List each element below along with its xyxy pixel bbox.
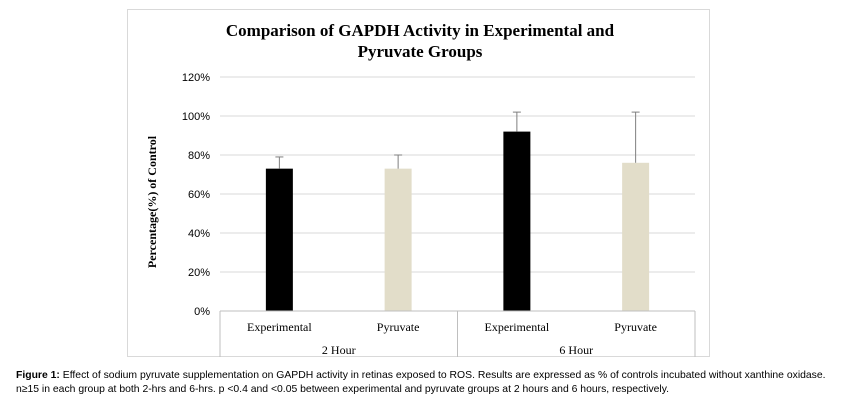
x-category-label: Pyruvate bbox=[377, 320, 420, 334]
y-tick-label: 100% bbox=[182, 111, 210, 123]
x-category-label: Pyruvate bbox=[614, 320, 657, 334]
caption-text: Effect of sodium pyruvate supplementatio… bbox=[16, 370, 826, 395]
x-group-label: 6 Hour bbox=[559, 343, 593, 357]
x-category-label: Experimental bbox=[247, 320, 312, 334]
bar-3 bbox=[622, 162, 650, 311]
x-category-label: Experimental bbox=[485, 320, 550, 334]
gapdh-bar-chart: Comparison of GAPDH Activity in Experime… bbox=[145, 21, 696, 357]
error-bar-2 bbox=[512, 111, 521, 132]
y-tick-label: 0% bbox=[194, 306, 210, 318]
x-category-labels: Experimental Pyruvate Experimental Pyruvate… bbox=[247, 320, 657, 357]
y-tick-label: 60% bbox=[188, 189, 210, 201]
error-bar-3 bbox=[631, 111, 640, 163]
error-bar-0 bbox=[275, 156, 284, 169]
bar-0 bbox=[265, 168, 293, 311]
error-bar-1 bbox=[394, 154, 403, 169]
y-tick-label: 120% bbox=[182, 72, 210, 84]
x-axis bbox=[219, 310, 696, 357]
chart-frame: Comparison of GAPDH Activity in Experime… bbox=[127, 9, 710, 357]
bar-2 bbox=[503, 131, 531, 311]
y-tick-label: 80% bbox=[188, 150, 210, 162]
figure-caption: Figure 1: Effect of sodium pyruvate supp… bbox=[16, 369, 831, 397]
bar-1 bbox=[384, 168, 412, 311]
chart-title-line-1: Comparison of GAPDH Activity in Experime… bbox=[226, 21, 615, 40]
error-bars bbox=[275, 111, 640, 169]
y-tick-label: 40% bbox=[188, 228, 210, 240]
y-tick-labels: 0% 20% 40% 60% 80% 100% 120% bbox=[182, 72, 210, 318]
y-axis-label: Percentage(%) of Control bbox=[145, 135, 159, 268]
gridlines bbox=[220, 76, 695, 273]
bars bbox=[265, 131, 650, 311]
y-tick-label: 20% bbox=[188, 267, 210, 279]
caption-label: Figure 1: bbox=[16, 370, 60, 381]
chart-title-line-2: Pyruvate Groups bbox=[358, 42, 483, 61]
x-group-label: 2 Hour bbox=[322, 343, 356, 357]
